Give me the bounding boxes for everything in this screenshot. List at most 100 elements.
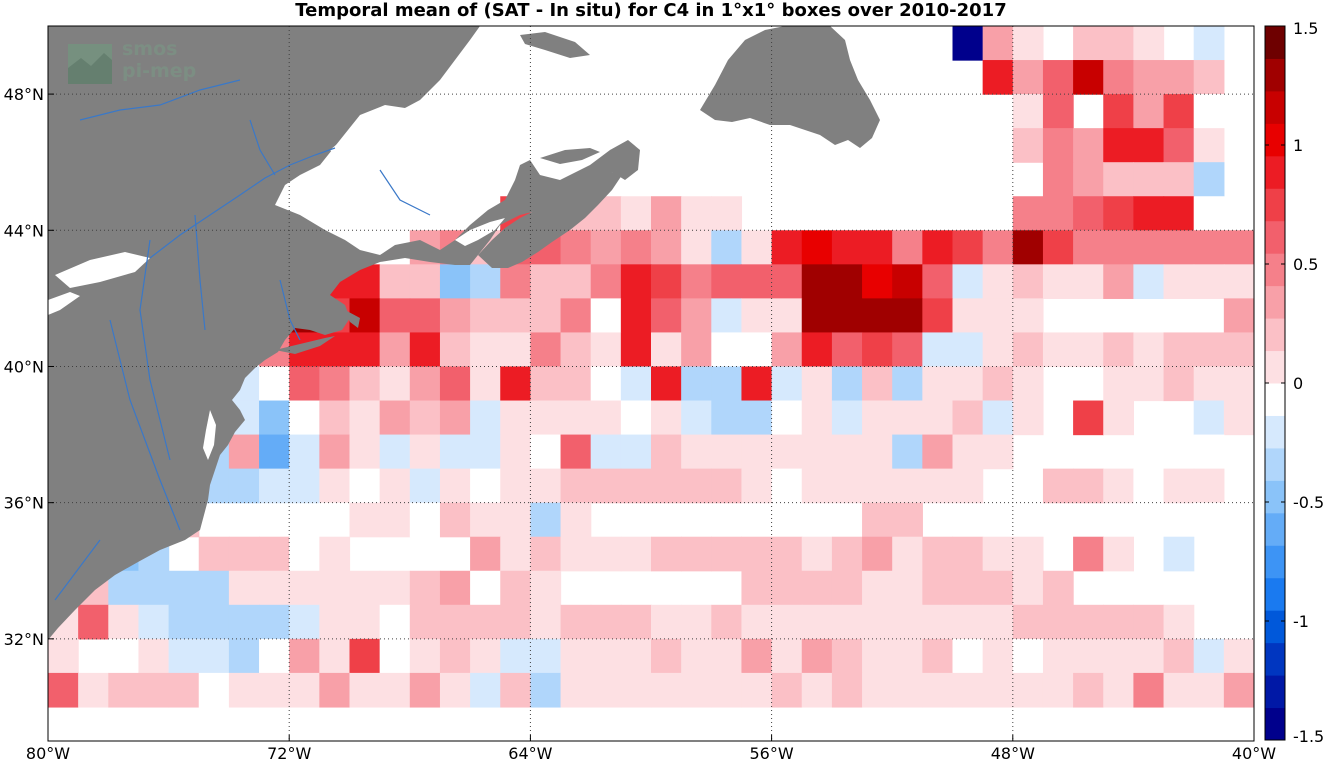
grid-cell [590,604,622,640]
grid-cell [741,638,773,674]
grid-cell [711,298,743,334]
grid-cell [862,264,893,299]
grid-cell [198,536,230,572]
grid-cell [892,672,923,708]
grid-cell [982,26,1014,61]
colorbar-segment [1265,480,1285,514]
grid-cell [319,434,351,470]
grid-cell [530,672,562,708]
colorbar-tick-label: 1.5 [1293,19,1318,38]
grid-cell [560,604,592,640]
grid-cell [771,672,803,708]
grid-cell [259,400,290,436]
grid-cell [590,468,622,504]
grid-cell [801,570,833,606]
grid-cell [228,468,260,504]
grid-cell [620,672,652,708]
colorbar-segment [1265,285,1285,319]
colorbar-segment [1265,707,1285,741]
grid-cell [1103,332,1134,368]
grid-cell [741,570,773,606]
grid-cell [1012,26,1044,61]
colorbar-segment [1265,675,1285,709]
grid-cell [801,400,833,436]
grid-cell [922,536,954,572]
grid-cell [651,468,682,504]
grid-cell [620,638,652,674]
grid-cell [1042,604,1074,640]
grid-cell [1193,264,1225,299]
grid-cell [892,502,923,538]
grid-cell [801,434,833,470]
grid-cell [48,672,79,708]
grid-cell [470,502,501,538]
grid-cell [500,468,531,504]
grid-cell [379,604,411,640]
grid-cell [1042,468,1074,504]
grid-cell [470,434,501,470]
grid-cell [319,366,351,402]
grid-cell [741,604,773,640]
grid-cell [741,264,773,299]
grid-cell [771,230,803,265]
grid-cell [470,570,501,606]
grid-cell [1012,94,1044,129]
grid-cell [892,570,923,606]
grid-cell [470,672,501,708]
grid-cell [409,468,441,504]
grid-cell [530,332,562,368]
grid-cell [982,536,1014,572]
grid-cell [590,332,622,368]
grid-cell [982,672,1014,708]
grid-cell [259,638,290,674]
grid-cell [651,264,682,299]
grid-cell [922,672,954,708]
grid-cell [1133,60,1165,95]
grid-cell [409,366,441,402]
grid-cell [681,366,712,402]
grid-cell [651,332,682,368]
grid-cell [620,332,652,368]
grid-cell [48,638,79,674]
grid-cell [801,332,833,368]
grid-cell [259,570,290,606]
grid-cell [1012,128,1044,163]
grid-cell [681,400,712,436]
grid-cell [108,570,140,606]
grid-cell [1012,604,1044,640]
grid-cell [1073,672,1104,708]
logo-icon [68,44,112,84]
lat-tick-label: 44°N [4,221,44,240]
grid-cell [349,638,381,674]
grid-cell [892,264,923,299]
grid-cell [500,366,531,402]
land-mass [48,26,880,640]
lake-erie [48,292,80,315]
grid-cell [48,672,49,708]
lon-tick-label: 48°W [991,744,1035,762]
grid-cell [409,502,441,538]
map-frame [47,25,1255,742]
grid-cell [741,366,773,402]
grid-cell [228,570,260,606]
colorbar-segment [1265,220,1285,254]
lake-ontario [55,252,150,288]
grid-cell [711,434,743,470]
grid-cell [409,434,441,470]
grid-cell [771,366,803,402]
grid-cell [590,230,622,265]
grid-cell [319,400,351,436]
longitude-ticks: 80°W 72°W 64°W 56°W 48°W 40°W [26,735,1276,762]
colorbar-segment [1265,545,1285,579]
grid-cell [349,434,381,470]
grid-cell [1103,604,1134,640]
grid-cell [500,536,531,572]
grid-cell [500,604,531,640]
chesapeake-bay [203,410,216,460]
grid-cell [1133,162,1165,197]
grid-cell [741,230,773,265]
grid-cell [711,196,743,231]
grid-cell [620,468,652,504]
grid-cell [801,230,833,265]
grid-cell [289,366,320,402]
